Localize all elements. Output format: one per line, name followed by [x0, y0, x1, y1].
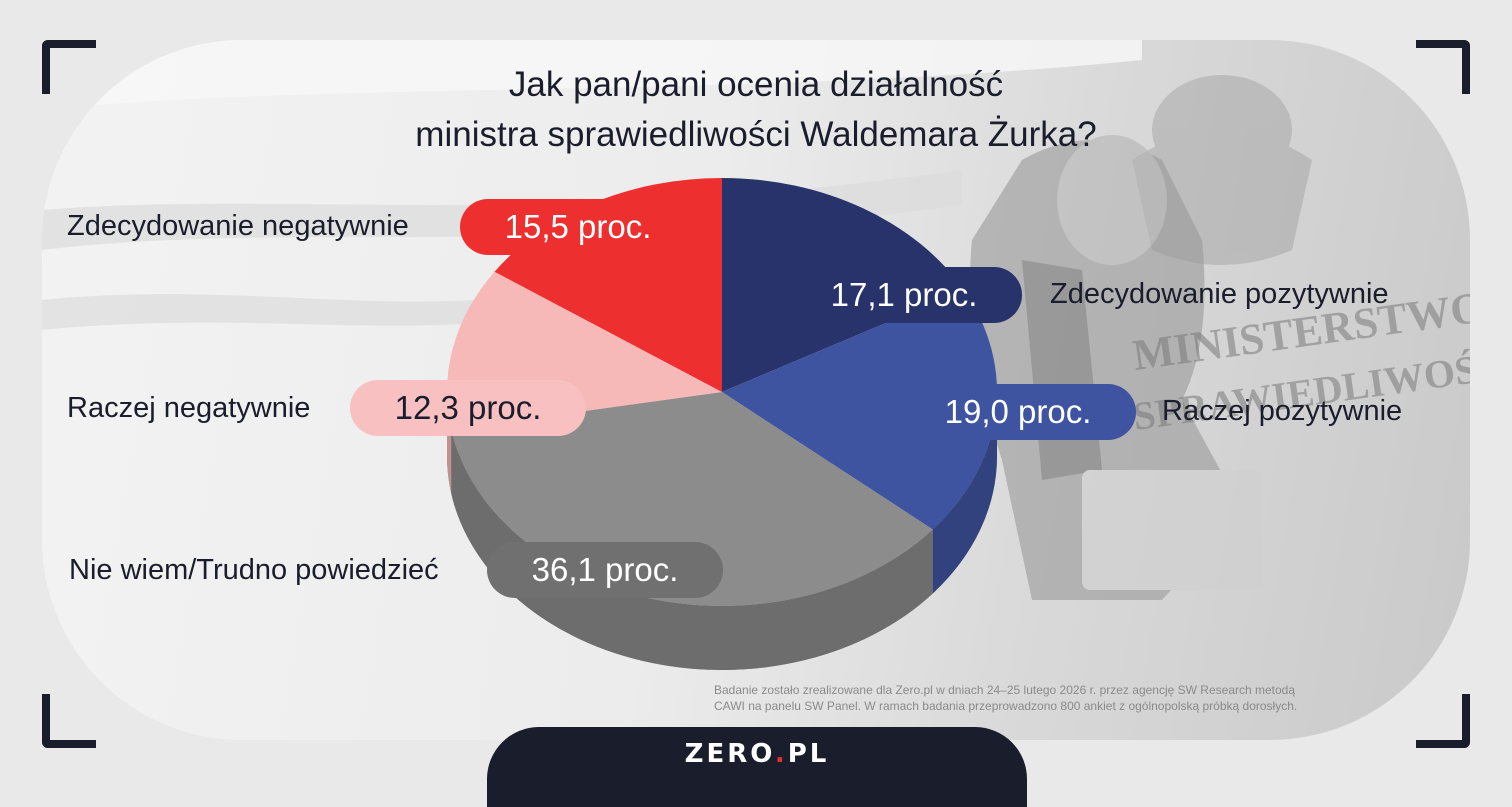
- man-silhouette-icon: [970, 135, 1262, 600]
- brand-dot: .: [774, 739, 788, 769]
- pie-edge-3: [451, 429, 933, 670]
- chart-title-line1: Jak pan/pani ocenia działalność: [508, 65, 1004, 104]
- pie-slice-2: [722, 290, 998, 530]
- label-raczej-pozytywnie: Raczej pozytywnie: [1162, 395, 1403, 427]
- label-raczej-negatywnie: Raczej negatywnie: [67, 392, 311, 424]
- pill-raczej-negatywnie: 12,3 proc.: [350, 380, 586, 436]
- pill-zdecydowanie-pozytywnie: 17,1 proc.: [786, 267, 1022, 323]
- corner-bracket-top-right: [1416, 40, 1470, 94]
- footnote-line2: CAWI na panelu SW Panel. W ramach badani…: [714, 699, 1298, 713]
- pill-zdecydowanie-negatywnie: 15,5 proc.: [460, 199, 696, 255]
- brand-tab: ZERO.PL: [487, 727, 1027, 807]
- corner-bracket-bottom-left: [42, 694, 96, 748]
- chart-card: MINISTERSTWO SPRAWIEDLIWOŚCI: [42, 40, 1470, 740]
- footnote-line1: Badanie zostało zrealizowane dla Zero.pl…: [714, 683, 1296, 697]
- label-zdecydowanie-negatywnie: Zdecydowanie negatywnie: [67, 210, 409, 242]
- survey-footnote: Badanie zostało zrealizowane dla Zero.pl…: [714, 682, 1414, 714]
- pill-nie-wiem: 36,1 proc.: [487, 542, 723, 598]
- pie-edge-2: [932, 392, 997, 594]
- label-nie-wiem: Nie wiem/Trudno powiedzieć: [69, 554, 439, 586]
- chart-title: Jak pan/pani ocenia działalność ministra…: [256, 60, 1256, 160]
- corner-bracket-bottom-right: [1416, 694, 1470, 748]
- brand-logo[interactable]: ZERO.PL: [487, 739, 1027, 769]
- brand-suffix: PL: [787, 739, 830, 769]
- chart-title-line2: ministra sprawiedliwości Waldemara Żurka…: [415, 115, 1097, 154]
- corner-bracket-top-left: [42, 40, 96, 94]
- label-zdecydowanie-pozytywnie: Zdecydowanie pozytywnie: [1050, 278, 1389, 310]
- pill-raczej-pozytywnie: 19,0 proc.: [900, 384, 1136, 440]
- brand-name: ZERO: [684, 739, 775, 769]
